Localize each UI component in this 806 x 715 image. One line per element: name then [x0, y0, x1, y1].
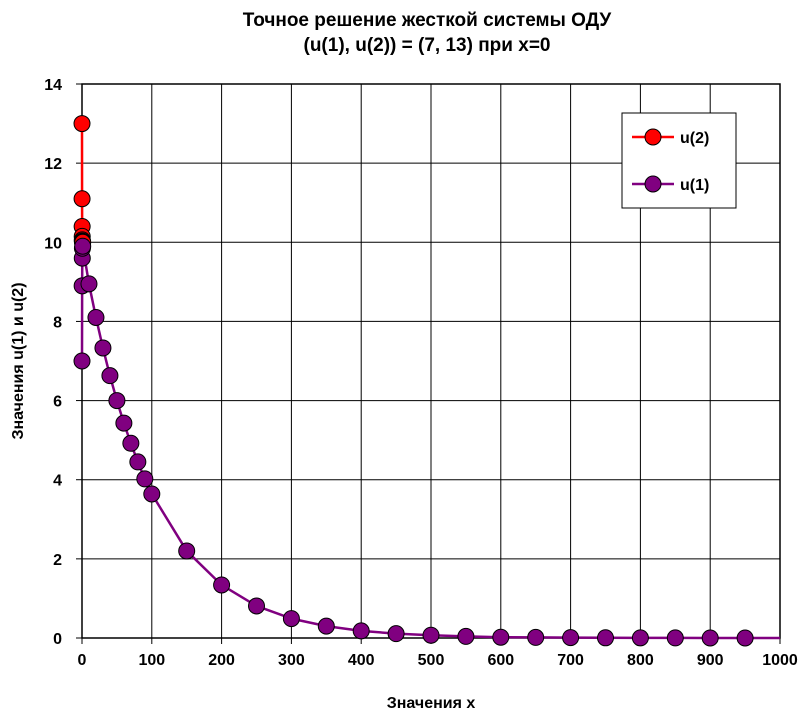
x-tick-label: 0 [78, 652, 87, 669]
x-tick-label: 300 [278, 652, 305, 669]
series-u2 [73, 115, 92, 251]
data-point [666, 629, 684, 647]
y-tick-label: 10 [44, 235, 62, 252]
x-tick-label: 1000 [762, 652, 798, 669]
data-point [178, 542, 196, 560]
y-tick-label: 2 [53, 552, 62, 569]
y-tick-label: 8 [53, 314, 62, 331]
data-point [108, 392, 126, 410]
x-axis-label: Значения x [387, 695, 476, 712]
data-point [115, 414, 133, 432]
legend-marker [644, 175, 662, 193]
x-tick-label: 700 [557, 652, 584, 669]
data-point [101, 367, 119, 385]
tick-labels: 0 100 200 300 400 500 600 700 800 900 1000 0 2 4 6 8 10 1… [44, 77, 798, 669]
data-point [213, 576, 231, 594]
legend: u(2) u(1) [621, 112, 737, 209]
data-point [74, 237, 92, 255]
x-tick-label: 500 [418, 652, 445, 669]
x-tick-label: 900 [697, 652, 724, 669]
data-point [597, 629, 614, 647]
data-point [352, 622, 370, 640]
y-tick-label: 12 [44, 156, 62, 173]
legend-label: u(1) [680, 177, 709, 194]
series-layer [73, 115, 781, 647]
data-point [562, 629, 580, 647]
legend-box [621, 112, 737, 209]
x-tick-label: 600 [487, 652, 514, 669]
data-point [736, 629, 754, 647]
data-point [492, 628, 510, 646]
data-point [701, 629, 719, 647]
y-tick-label: 0 [53, 631, 62, 648]
chart-subtitle: (u(1), u(2)) = (7, 13) при x=0 [304, 35, 551, 56]
x-tick-label: 100 [138, 652, 165, 669]
data-point [457, 627, 475, 645]
data-point [80, 275, 98, 293]
x-tick-label: 200 [208, 652, 235, 669]
data-point [122, 434, 140, 452]
y-tick-label: 14 [44, 77, 62, 94]
data-point [73, 115, 91, 133]
series-u1 [73, 237, 781, 647]
x-tick-label: 400 [348, 652, 375, 669]
data-point [73, 190, 91, 208]
data-point [143, 485, 161, 503]
data-point [87, 308, 105, 326]
data-point [317, 617, 335, 635]
y-tick-label: 4 [53, 473, 62, 490]
y-tick-label: 6 [53, 394, 62, 411]
data-point [94, 339, 112, 357]
data-point [129, 453, 147, 471]
data-point [422, 626, 440, 644]
x-tick-label: 800 [627, 652, 654, 669]
legend-label: u(2) [680, 130, 709, 147]
data-point [631, 629, 649, 647]
data-point [73, 352, 91, 370]
data-point [248, 597, 265, 615]
data-point [527, 628, 545, 646]
data-point [282, 610, 300, 628]
data-point [387, 625, 405, 643]
chart-title: Точное решение жесткой системы ОДУ [243, 10, 612, 31]
y-axis-label: Значения u(1) и u(2) [10, 282, 27, 439]
data-point [136, 470, 154, 488]
legend-marker [644, 128, 662, 146]
